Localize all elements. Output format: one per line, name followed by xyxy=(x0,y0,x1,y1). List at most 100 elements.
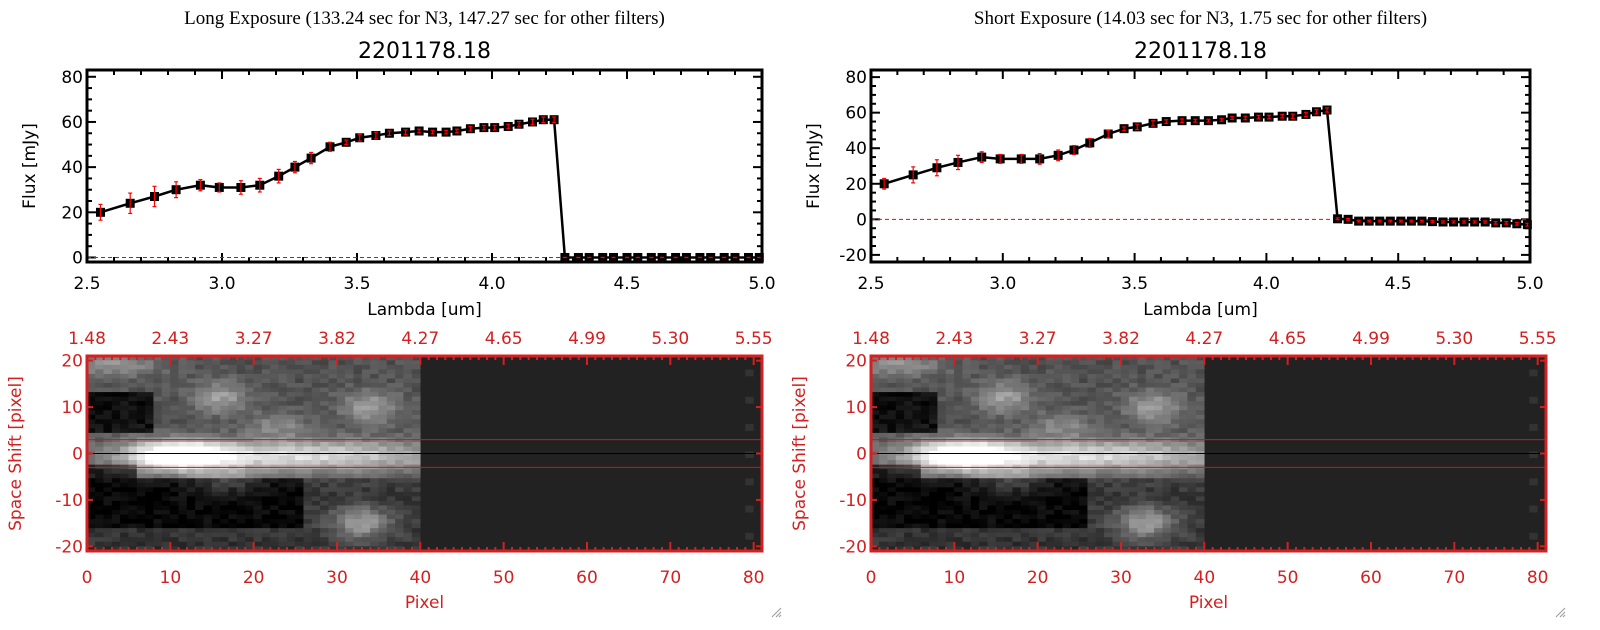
top-tick-label: 2.43 xyxy=(151,329,189,349)
heatmap-cell xyxy=(954,428,963,434)
heatmap-cell xyxy=(1037,428,1047,434)
heatmap-cell xyxy=(1004,514,1013,520)
heatmap-cell xyxy=(912,396,922,402)
heatmap-cell xyxy=(887,487,897,493)
error-bar xyxy=(387,130,392,137)
heatmap-cell xyxy=(1079,432,1088,438)
heatmap-cell xyxy=(970,487,980,493)
heatmap-cell xyxy=(1154,469,1163,475)
heatmap-cell xyxy=(1129,369,1138,375)
heatmap-cell xyxy=(879,500,888,506)
heatmap-cell xyxy=(1079,519,1088,524)
heatmap-cell xyxy=(937,387,947,393)
heatmap-cell xyxy=(253,500,263,506)
heatmap-cell xyxy=(995,360,1005,366)
heatmap-cell xyxy=(1187,546,1197,552)
heatmap-cell xyxy=(1179,441,1188,447)
x-tick-label: 20 xyxy=(243,568,265,588)
heatmap-cell xyxy=(270,528,279,534)
heatmap-cell xyxy=(161,496,171,502)
heatmap-cell xyxy=(1129,478,1138,484)
heatmap-cell xyxy=(270,369,279,375)
heatmap-cell xyxy=(320,532,329,538)
heatmap-cell xyxy=(411,432,421,438)
resize-grip-icon[interactable] xyxy=(770,606,782,618)
heatmap-cell xyxy=(1020,441,1030,447)
heatmap-cell xyxy=(328,360,338,366)
heatmap-cell xyxy=(1120,532,1130,538)
heatmap-cell xyxy=(353,478,363,484)
heatmap-cell xyxy=(345,423,354,429)
heatmap-cell xyxy=(929,541,938,547)
heatmap-cell xyxy=(1062,401,1072,407)
heatmap-cell xyxy=(203,460,213,466)
plot-title: 2201178.18 xyxy=(358,39,491,64)
heatmap-cell xyxy=(979,392,988,398)
heatmap-cell xyxy=(153,355,163,361)
heatmap-cell xyxy=(987,509,997,515)
heatmap-cell xyxy=(1112,505,1122,511)
heatmap-cell xyxy=(161,410,171,416)
heatmap-cell xyxy=(1137,528,1147,534)
heatmap-cell xyxy=(236,509,246,515)
heatmap-cell xyxy=(286,414,296,420)
heatmap-cell xyxy=(929,523,938,529)
heatmap-cell xyxy=(1012,537,1022,543)
heatmap-cell xyxy=(1129,423,1138,429)
heatmap-cell xyxy=(203,360,213,366)
heatmap-cell xyxy=(870,419,880,425)
heatmap-cell xyxy=(170,469,179,475)
heatmap-cell xyxy=(1029,455,1038,461)
heatmap-cell xyxy=(1095,546,1105,552)
heatmap-cell xyxy=(1012,428,1022,434)
heatmap-cell xyxy=(1154,419,1163,425)
heatmap-cell xyxy=(1129,405,1138,411)
heatmap-cell xyxy=(103,396,113,402)
heatmap-cell xyxy=(111,482,121,488)
heatmap-cell xyxy=(345,410,354,416)
heatmap-cell xyxy=(1129,432,1138,438)
heatmap-cell xyxy=(954,360,963,366)
heatmap-cell xyxy=(1187,491,1197,497)
heatmap-cell xyxy=(195,514,204,520)
heatmap-cell xyxy=(937,491,947,497)
heatmap-cell xyxy=(1020,410,1030,416)
heatmap-cell xyxy=(937,487,947,493)
heatmap-cell xyxy=(211,500,221,506)
heatmap-cell xyxy=(278,410,288,416)
heatmap-cell xyxy=(136,423,146,429)
heatmap-cell xyxy=(1045,482,1055,488)
heatmap-cell xyxy=(120,514,129,520)
heatmap-cell xyxy=(979,405,988,411)
heatmap-cell xyxy=(170,387,179,393)
heatmap-cell xyxy=(186,410,196,416)
heatmap-cell xyxy=(929,478,938,484)
heatmap-cell xyxy=(1170,523,1180,529)
heatmap-cell xyxy=(228,487,238,493)
heatmap-cell xyxy=(136,509,146,515)
heatmap-cell xyxy=(1162,428,1172,434)
heatmap-cell xyxy=(120,500,129,506)
heatmap-cell xyxy=(912,360,922,366)
heatmap-cell xyxy=(895,378,905,384)
heatmap-cell xyxy=(870,500,880,506)
heatmap-cell xyxy=(970,500,980,506)
heatmap-cell xyxy=(228,364,238,370)
heatmap-cell xyxy=(920,392,930,398)
heatmap-cell xyxy=(995,410,1005,416)
resize-grip-icon[interactable] xyxy=(1554,606,1566,618)
heatmap-cell xyxy=(111,519,121,524)
heatmap-cell xyxy=(1145,528,1155,534)
heatmap-cell xyxy=(1045,537,1055,543)
heatmap-cell xyxy=(345,355,354,361)
heatmap-cell xyxy=(86,387,96,393)
heatmap-cell xyxy=(361,441,371,447)
heatmap-cell xyxy=(295,419,304,425)
heatmap-cell xyxy=(236,387,246,393)
heatmap-cell xyxy=(937,523,947,529)
heatmap-cell xyxy=(128,441,138,447)
heatmap-cell xyxy=(253,423,263,429)
heatmap-cell xyxy=(1129,419,1138,425)
heatmap-cell xyxy=(303,469,313,475)
heatmap-cell xyxy=(1112,514,1122,520)
